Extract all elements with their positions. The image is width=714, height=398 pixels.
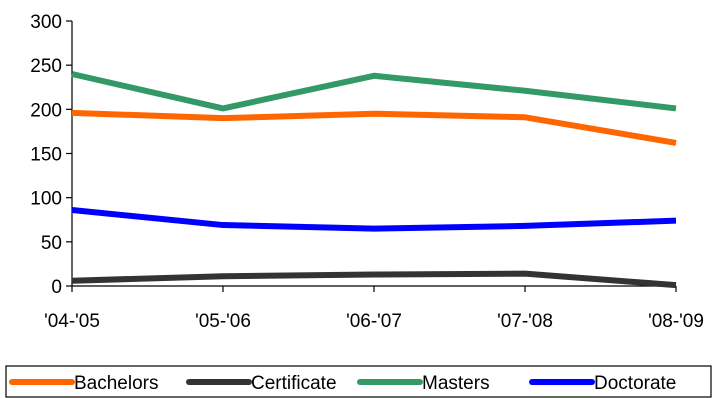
x-tick-label: '06-'07 — [346, 311, 402, 332]
series-line-bachelors — [71, 109, 677, 146]
x-tick-label: '04-'05 — [44, 311, 100, 332]
x-tick-label: '07-'08 — [497, 311, 553, 332]
y-tick-label: 150 — [30, 145, 62, 166]
y-tick-label: 100 — [30, 189, 62, 210]
y-tick-label: 300 — [30, 12, 62, 33]
x-tick-label: '08-'09 — [648, 311, 704, 332]
x-tick-label: '05-'06 — [195, 311, 251, 332]
y-tick-label: 0 — [51, 277, 62, 298]
axes: 0 50 100 150 200 250 300 '04-'05 '05-'06 '06-'07 '… — [30, 12, 704, 332]
legend-label-bachelors: Bachelors — [74, 373, 159, 394]
legend-label-doctorate: Doctorate — [594, 373, 676, 394]
series-line-certificate — [71, 270, 677, 289]
series-layer — [71, 71, 677, 289]
y-tick-label: 50 — [41, 233, 62, 254]
legend: Bachelors Certificate Masters Doctorate — [5, 365, 712, 398]
legend-label-certificate: Certificate — [251, 373, 337, 394]
legend-label-masters: Masters — [422, 373, 490, 394]
series-line-doctorate — [71, 207, 677, 232]
y-tick-label: 250 — [30, 56, 62, 77]
series-line-masters — [71, 71, 677, 112]
y-tick-label: 200 — [30, 100, 62, 121]
